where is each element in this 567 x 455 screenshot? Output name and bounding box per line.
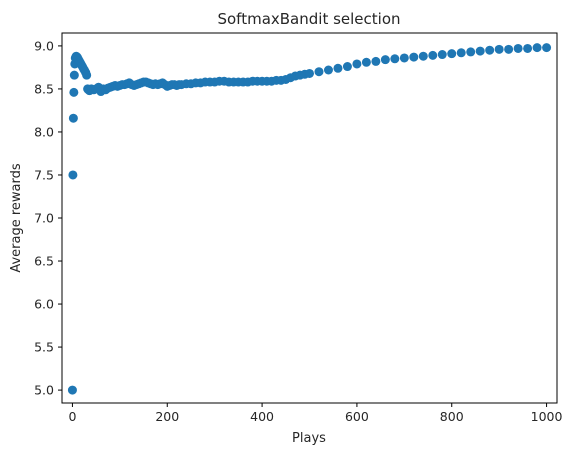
data-point <box>428 50 438 60</box>
data-point <box>342 62 352 72</box>
data-point <box>305 68 314 78</box>
y-tick-label: 5.0 <box>34 383 54 398</box>
data-point <box>323 65 333 75</box>
y-tick-label: 7.5 <box>34 167 54 182</box>
data-point <box>542 43 552 53</box>
y-tick-label: 6.0 <box>34 297 54 312</box>
data-points <box>67 43 552 395</box>
data-point <box>494 44 504 54</box>
x-tick-label: 0 <box>68 409 76 424</box>
data-point <box>69 70 79 80</box>
data-point <box>447 49 457 59</box>
x-tick-label: 400 <box>250 409 274 424</box>
data-point <box>418 51 428 61</box>
data-point <box>68 170 78 180</box>
data-point <box>82 70 92 80</box>
y-axis: 5.0 5.5 6.0 6.5 7.0 7.5 8.0 8.5 9.0 <box>34 38 62 398</box>
data-point <box>352 59 362 69</box>
data-point <box>399 53 409 63</box>
data-point <box>456 48 466 58</box>
data-point <box>69 87 79 97</box>
x-tick-label: 200 <box>155 409 179 424</box>
data-point <box>371 56 381 66</box>
data-point <box>409 52 419 62</box>
data-point <box>475 46 485 56</box>
data-point <box>67 385 77 395</box>
y-axis-title: Average rewards <box>9 163 24 273</box>
data-point <box>380 55 390 65</box>
data-point <box>437 50 447 60</box>
x-axis: 0 200 400 600 800 1000 <box>68 403 563 424</box>
y-tick-label: 9.0 <box>34 38 54 53</box>
y-tick-label: 8.5 <box>34 81 54 96</box>
data-point <box>68 113 78 123</box>
data-point <box>513 43 523 53</box>
x-tick-label: 600 <box>345 409 369 424</box>
data-point <box>504 44 514 54</box>
y-tick-label: 7.0 <box>34 211 54 226</box>
data-point <box>523 43 533 53</box>
chart-title: SoftmaxBandit selection <box>217 10 400 28</box>
y-tick-label: 6.5 <box>34 254 54 269</box>
data-point <box>485 45 495 55</box>
y-tick-label: 5.5 <box>34 340 54 355</box>
data-point <box>390 54 400 64</box>
data-point <box>314 67 324 77</box>
x-tick-label: 1000 <box>531 409 563 424</box>
x-axis-title: Plays <box>292 431 326 446</box>
x-tick-label: 800 <box>440 409 464 424</box>
y-tick-label: 8.0 <box>34 124 54 139</box>
data-point <box>466 47 476 57</box>
data-point <box>532 43 542 53</box>
data-point <box>333 63 343 73</box>
data-point <box>361 57 371 67</box>
